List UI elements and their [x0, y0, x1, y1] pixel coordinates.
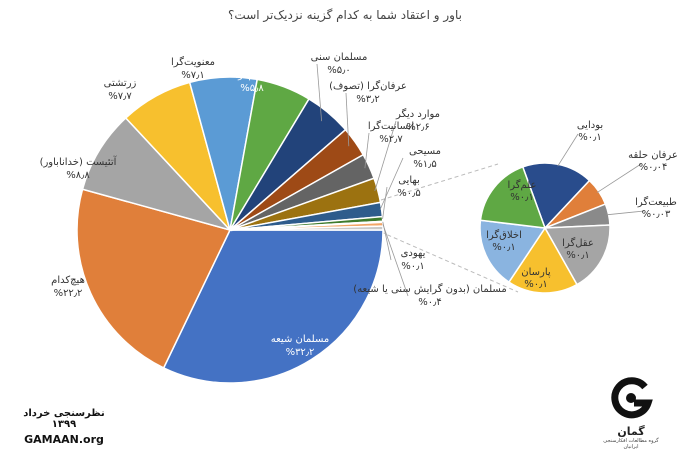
breakout-label-5: اخلاق‌گرا	[486, 229, 522, 241]
breakout-value-3: %۰٫۱	[566, 250, 590, 261]
breakout-label-6: علم‌گرا	[508, 179, 537, 191]
main-label-1: هیچ‌کدام	[51, 275, 85, 286]
chart-title: باور و اعتقاد شما به کدام گزینه نزدیک‌تر…	[228, 8, 462, 23]
main-label-0: مسلمان شیعه	[271, 334, 330, 345]
breakout-slice-3	[543, 224, 611, 286]
leader-line-11	[382, 186, 388, 220]
leader-line-6	[316, 63, 322, 122]
breakout-value-2: %۰٫۰۳	[642, 209, 671, 220]
footer: نظرسنجی خرداد ۱۳۹۹ GAMAAN.org	[14, 408, 114, 446]
slice-labels: مسلمان شیعه %۳۲٫۲ هیچ‌کدام %۲۲٫۲ آتئیست (خدا…	[40, 52, 678, 358]
main-value-4: %۷٫۱	[181, 70, 205, 81]
main-value-13: %۰٫۴	[418, 297, 442, 308]
main-label-2: آتئیست (خداناباور)	[40, 155, 118, 168]
main-value-2: %۸٫۸	[66, 170, 90, 181]
main-value-6: %۵٫۰	[327, 65, 351, 76]
main-slice-2	[81, 116, 233, 232]
breakout-label-0: بودایی	[577, 120, 603, 131]
main-label-4: معنویت‌گرا	[171, 56, 215, 68]
main-label-3: زرتشتی	[104, 78, 137, 89]
breakout-slice-4	[507, 226, 579, 294]
main-slice-0	[162, 229, 384, 384]
main-label-8: انسانیت‌گرا	[368, 120, 414, 132]
breakout-label-2: طبیعت‌گرا	[635, 196, 677, 208]
logo-brand: گمان	[617, 425, 645, 438]
breakout-label-3: عقل‌گرا	[562, 237, 594, 249]
leader-line-8	[364, 132, 370, 169]
main-label-7: عرفان‌گرا (تصوف)	[329, 80, 407, 92]
website-link[interactable]: GAMAAN.org	[24, 433, 104, 446]
leader-line-13	[382, 224, 409, 297]
breakout-slice-6	[479, 165, 547, 229]
main-value-5: %۵٫۸	[240, 83, 264, 94]
main-pie	[76, 76, 384, 384]
breakout-leader-1	[596, 163, 642, 193]
main-label-12: یهودی	[401, 248, 426, 259]
breakout-value-1: %۰٫۰۴	[639, 162, 668, 173]
breakout-value-5: %۰٫۱	[492, 242, 516, 253]
main-label-13: مسلمان (بدون گرایش سنی یا شیعه)	[353, 283, 506, 295]
main-value-11: %۰٫۵	[397, 188, 421, 199]
breakout-label-1: عرفان حلقه	[628, 150, 678, 161]
breakout-value-6: %۰٫۱	[510, 192, 534, 203]
main-label-11: بهایی	[398, 175, 420, 186]
leader-line-7	[345, 92, 350, 147]
leader-line-9	[374, 120, 397, 192]
main-slice-1	[76, 188, 232, 369]
logo-subtitle: گروه مطالعات افکارسنجی ایرانیان	[603, 438, 659, 450]
main-value-10: %۱٫۵	[413, 159, 437, 170]
survey-date: نظرسنجی خرداد ۱۳۹۹	[23, 408, 105, 430]
breakout-label-4: پارسان	[521, 267, 551, 278]
main-value-3: %۷٫۷	[108, 91, 132, 102]
leader-lines	[316, 63, 645, 297]
logo-icon	[611, 377, 653, 419]
breakout-leader-2	[606, 210, 645, 216]
breakout-value-0: %۰٫۱	[578, 132, 602, 143]
breakout-value-4: %۰٫۱	[524, 279, 548, 290]
main-value-9: %۲٫۶	[406, 122, 430, 133]
connector-line-bottom	[380, 231, 519, 293]
main-slice-14	[229, 225, 384, 231]
main-value-7: %۳٫۲	[356, 94, 380, 105]
gamaan-logo: گمان گروه مطالعات افکارسنجی ایرانیان	[596, 375, 666, 460]
main-label-6: مسلمان سنی	[311, 52, 368, 63]
main-label-10: مسیحی	[409, 146, 441, 157]
main-value-0: %۳۲٫۲	[286, 347, 315, 358]
main-value-1: %۲۲٫۲	[54, 288, 83, 299]
leader-line-10	[379, 157, 404, 210]
main-value-12: %۰٫۱	[401, 261, 425, 272]
main-value-8: %۲٫۷	[379, 134, 403, 145]
main-label-5: ندانم‌گرا	[235, 69, 268, 81]
breakout-leader-0	[557, 133, 579, 167]
breakout-connector	[380, 163, 519, 293]
breakout-slice-5	[479, 219, 547, 284]
main-label-9: موارد دیگر	[395, 108, 440, 120]
